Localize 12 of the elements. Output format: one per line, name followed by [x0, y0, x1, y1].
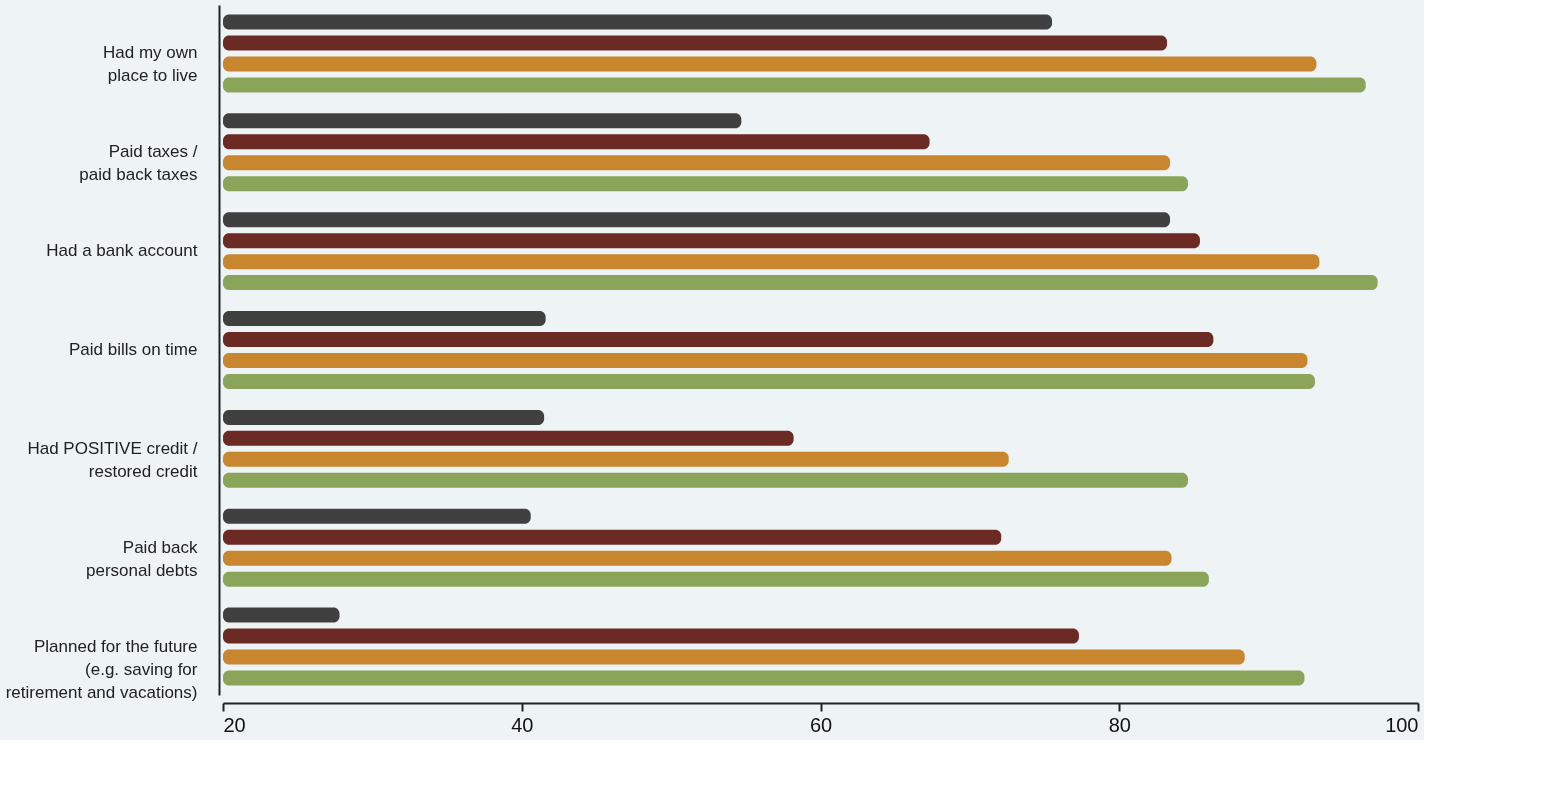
y-tick-label: Had a bank account [46, 241, 198, 261]
x-tick-label: 40 [511, 713, 534, 736]
x-tick-label: 20 [223, 713, 246, 736]
y-tick-label: Planned for the future (e.g. saving for retirement and vacations) [5, 636, 198, 702]
y-tick-label: Had my own place to live [103, 43, 198, 86]
y-tick-label: Paid taxes / paid back taxes [79, 142, 198, 185]
x-tick-label: 60 [809, 713, 833, 736]
y-tick-label: Paid back personal debts [85, 537, 198, 580]
y-tick-label: Had POSITIVE credit / restored credit [27, 438, 198, 481]
x-tick-label: 80 [1108, 713, 1131, 736]
y-tick-label: Paid bills on time [68, 340, 198, 359]
x-tick-label: 100 [1385, 713, 1419, 736]
